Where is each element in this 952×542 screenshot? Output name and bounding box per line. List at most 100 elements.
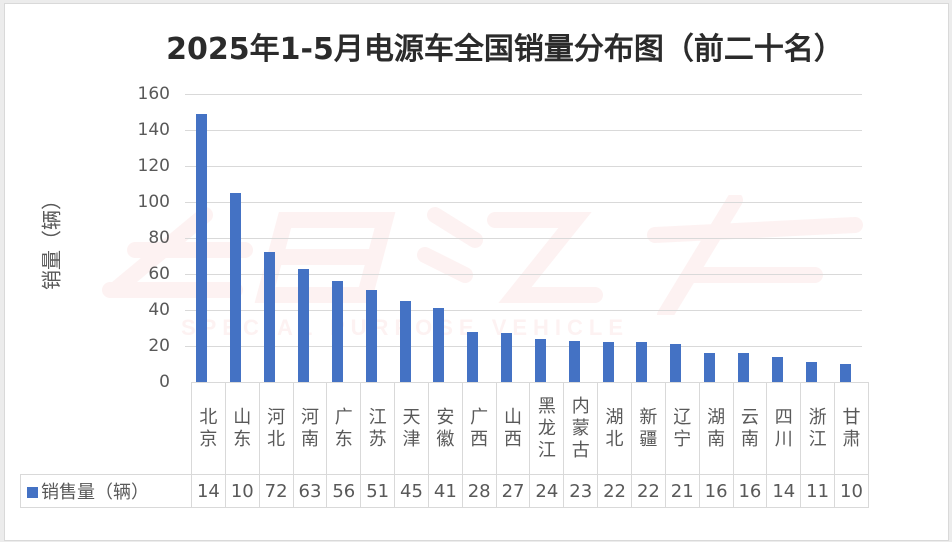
value-cell: 24 xyxy=(529,474,565,508)
gridline xyxy=(185,94,862,95)
value-cell: 16 xyxy=(698,474,734,508)
y-tick-label: 20 xyxy=(148,336,170,356)
value-cell: 56 xyxy=(326,474,362,508)
category-label: 新疆 xyxy=(639,406,658,450)
category-label: 北京 xyxy=(199,406,218,450)
category-label: 辽宁 xyxy=(673,406,692,450)
value-cell: 27 xyxy=(495,474,531,508)
legend-label: 销售量（辆） xyxy=(41,482,149,503)
bar[interactable] xyxy=(771,356,783,382)
y-axis-label: 销量（辆） xyxy=(39,190,64,290)
category-label: 河南 xyxy=(300,406,319,450)
y-tick-label: 160 xyxy=(137,84,170,104)
bar[interactable] xyxy=(534,338,546,382)
value-cell: 45 xyxy=(394,474,429,508)
category-cell: 江苏 xyxy=(360,382,396,475)
bar[interactable] xyxy=(433,308,445,382)
bar[interactable] xyxy=(230,193,242,382)
bar[interactable] xyxy=(805,362,817,382)
bar[interactable] xyxy=(501,333,513,382)
gridline xyxy=(185,274,862,275)
category-label: 安徽 xyxy=(436,406,455,450)
category-cell: 四川 xyxy=(766,382,802,475)
value-cell: 72 xyxy=(258,474,294,508)
y-tick-label: 140 xyxy=(137,120,170,140)
bar[interactable] xyxy=(738,353,750,382)
category-cell: 广东 xyxy=(326,382,362,475)
legend-cell: 销售量（辆） xyxy=(20,474,192,508)
bar[interactable] xyxy=(467,331,479,382)
bar[interactable] xyxy=(264,252,276,382)
bar[interactable] xyxy=(196,113,208,382)
category-cell: 甘肃 xyxy=(834,382,869,475)
data-table: 北京 山东 河北 河南 广东 江苏 天津 安徽 广西 山西 黑龙江 内蒙古 湖北 新疆 辽宁 湖南 云南 四川 浙江… xyxy=(20,382,869,508)
y-tick-label: 120 xyxy=(137,156,170,176)
category-cell: 浙江 xyxy=(800,382,836,475)
category-cell: 北京 xyxy=(191,382,226,475)
category-cell: 云南 xyxy=(732,382,768,475)
category-cell: 河北 xyxy=(258,382,294,475)
y-tick-label: 0 xyxy=(159,372,170,392)
category-cell: 辽宁 xyxy=(664,382,700,475)
gridline xyxy=(185,166,862,167)
category-cell: 黑龙江 xyxy=(529,382,565,475)
category-cell: 河南 xyxy=(292,382,328,475)
legend-swatch-icon xyxy=(27,486,38,498)
category-label: 云南 xyxy=(740,406,759,450)
bar[interactable] xyxy=(365,290,377,382)
bar[interactable] xyxy=(704,353,716,382)
bar[interactable] xyxy=(568,340,580,382)
category-label: 山东 xyxy=(233,406,252,450)
category-cell: 湖北 xyxy=(597,382,632,475)
category-cell: 广西 xyxy=(461,382,497,475)
category-cell: 新疆 xyxy=(630,382,666,475)
bar[interactable] xyxy=(331,281,343,382)
category-label: 四川 xyxy=(774,406,793,450)
bar[interactable] xyxy=(839,364,851,382)
category-label: 浙江 xyxy=(808,406,827,450)
bar[interactable] xyxy=(670,344,682,382)
value-cell: 22 xyxy=(597,474,632,508)
y-tick-label: 60 xyxy=(148,264,170,284)
category-label: 内蒙古 xyxy=(571,395,590,461)
value-cell: 16 xyxy=(732,474,768,508)
category-cell: 山东 xyxy=(224,382,260,475)
gridline xyxy=(185,130,862,131)
bar[interactable] xyxy=(399,301,411,382)
value-cell: 10 xyxy=(834,474,869,508)
value-cell: 63 xyxy=(292,474,328,508)
category-label: 湖南 xyxy=(707,406,726,450)
value-cell: 14 xyxy=(191,474,226,508)
table-corner xyxy=(20,382,192,475)
bar[interactable] xyxy=(636,342,648,382)
value-cell: 14 xyxy=(766,474,802,508)
value-cell: 10 xyxy=(224,474,260,508)
category-cell: 天津 xyxy=(394,382,429,475)
value-cell: 41 xyxy=(427,474,463,508)
category-label: 天津 xyxy=(402,406,421,450)
value-cell: 28 xyxy=(461,474,497,508)
value-cell: 22 xyxy=(630,474,666,508)
value-cell: 51 xyxy=(360,474,396,508)
value-cell: 23 xyxy=(563,474,599,508)
value-cell: 11 xyxy=(800,474,836,508)
gridline xyxy=(185,238,862,239)
value-row: 销售量（辆） 14 10 72 63 56 51 45 41 28 27 24 23 22 22 21 16 1… xyxy=(20,474,869,508)
category-label: 山西 xyxy=(504,406,523,450)
value-cell: 21 xyxy=(664,474,700,508)
category-label: 广西 xyxy=(470,406,489,450)
category-label: 甘肃 xyxy=(842,406,861,450)
category-cell: 内蒙古 xyxy=(563,382,599,475)
category-cell: 安徽 xyxy=(427,382,463,475)
y-tick-label: 80 xyxy=(148,228,170,248)
bar[interactable] xyxy=(297,268,309,382)
category-label: 黑龙江 xyxy=(537,395,556,461)
gridline xyxy=(185,310,862,311)
category-label: 江苏 xyxy=(368,406,387,450)
y-tick-label: 100 xyxy=(137,192,170,212)
category-label: 湖北 xyxy=(605,406,624,450)
bar[interactable] xyxy=(602,342,614,382)
category-label: 河北 xyxy=(267,406,286,450)
y-tick-label: 40 xyxy=(148,300,170,320)
gridline xyxy=(185,346,862,347)
